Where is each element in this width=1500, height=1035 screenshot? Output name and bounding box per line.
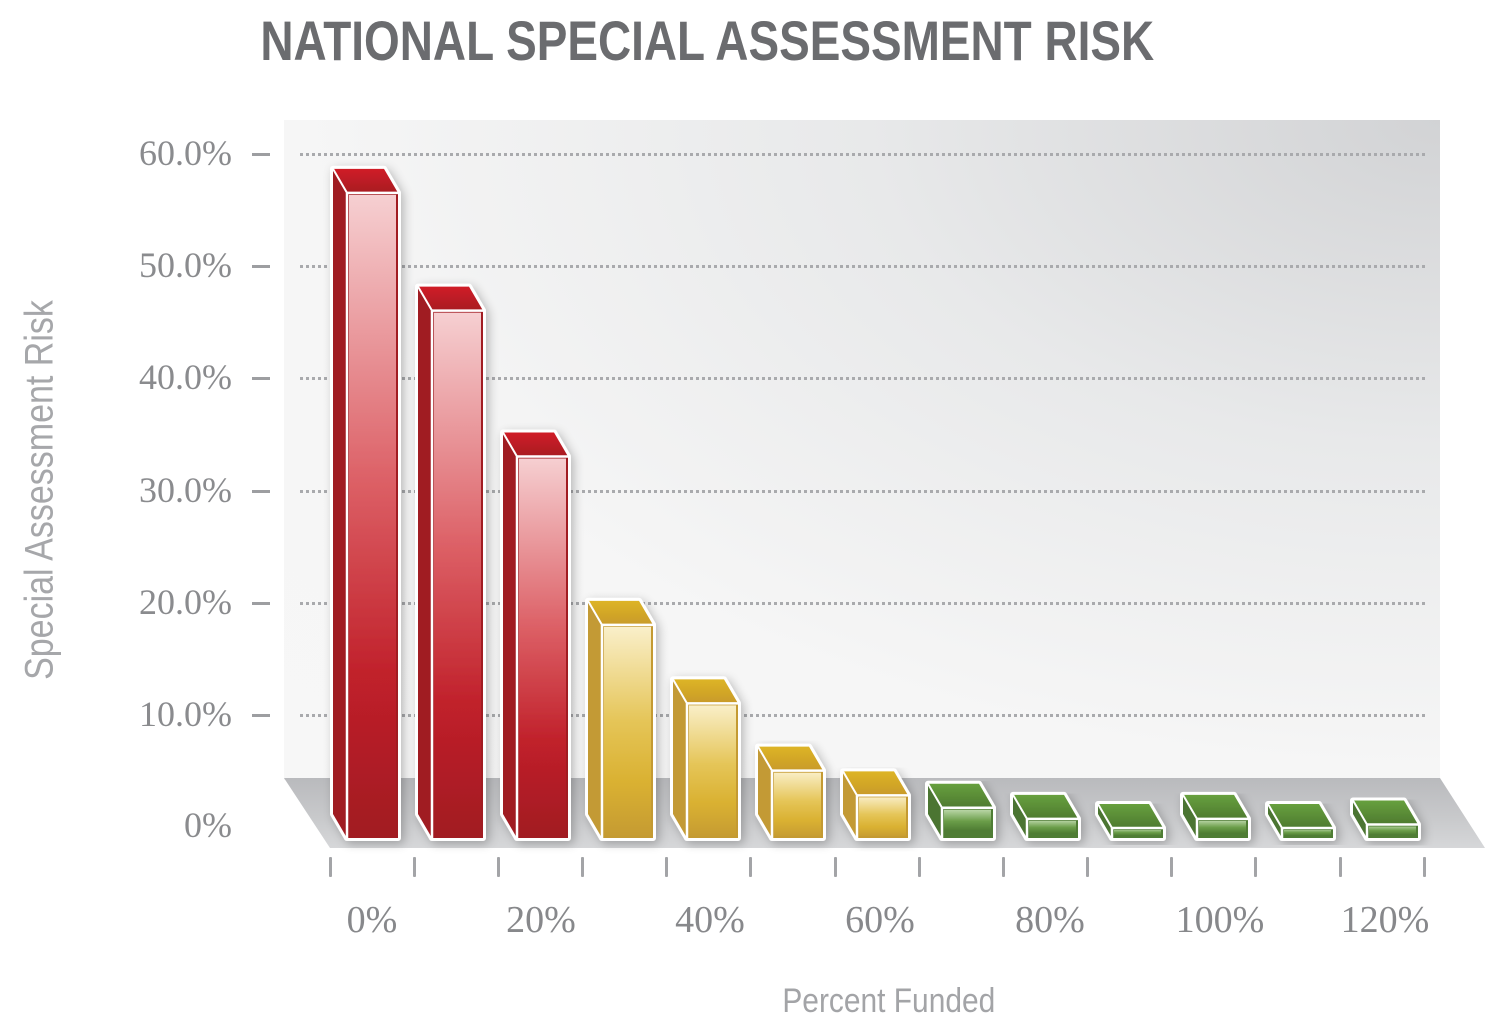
bar-60-70% (840, 768, 911, 841)
bar-70-80% (925, 780, 996, 841)
gridline-40 (300, 377, 1425, 380)
gridline-10 (300, 714, 1425, 717)
y-tick-label: 50.0% (139, 245, 232, 285)
x-tick-mark (665, 857, 668, 877)
gridline-60 (300, 153, 1425, 156)
bar-20-30% (500, 429, 571, 841)
x-tick-label: 40% (675, 899, 745, 941)
bar-80-90% (1010, 791, 1081, 841)
x-tick-mark (497, 857, 500, 877)
gridline-50 (300, 265, 1425, 268)
x-tick-mark (329, 857, 332, 877)
y-tick-label: 10.0% (139, 694, 232, 734)
x-axis-title: Percent Funded (782, 982, 996, 1020)
x-tick-label: 80% (1015, 899, 1085, 941)
x-tick-mark (1086, 857, 1089, 877)
y-tick-mark (252, 714, 270, 717)
y-tick-mark (252, 377, 270, 380)
chart-title: NATIONAL SPECIAL ASSESSMENT RISK (260, 9, 1155, 72)
x-tick-mark (1170, 857, 1173, 877)
x-tick-mark (413, 857, 416, 877)
x-tick-mark (581, 857, 584, 877)
x-tick-mark (918, 857, 921, 877)
bar-40-50% (670, 676, 741, 841)
y-tick-mark (252, 490, 270, 493)
gridline-20 (300, 602, 1425, 605)
bar-0-10% (330, 165, 401, 841)
y-tick-mark (252, 153, 270, 156)
x-tick-label: 60% (845, 899, 915, 941)
x-tick-label: 120% (1340, 899, 1430, 941)
y-tick-label: 60.0% (139, 133, 232, 173)
x-tick-mark (1254, 857, 1257, 877)
gridline-30 (300, 490, 1425, 493)
x-tick-mark (1002, 857, 1005, 877)
y-tick-label: 40.0% (139, 357, 232, 397)
y-tick-label: 20.0% (139, 582, 232, 622)
x-tick-mark (749, 857, 752, 877)
bar-110-120% (1265, 801, 1336, 841)
bar-50-60% (755, 743, 826, 841)
x-tick-label: 20% (506, 899, 576, 941)
x-tick-label: 0% (346, 899, 398, 941)
bar-100-110% (1180, 791, 1251, 841)
x-tick-mark (1423, 857, 1426, 877)
bar-120%+ (1350, 797, 1421, 841)
bar-90-100% (1095, 801, 1166, 841)
y-tick-label: 0% (184, 805, 232, 845)
y-tick-mark (252, 602, 270, 605)
y-tick-label: 30.0% (139, 470, 232, 510)
x-tick-mark (1339, 857, 1342, 877)
y-tick-mark (252, 265, 270, 268)
x-tick-mark (834, 857, 837, 877)
bar-10-20% (415, 283, 486, 841)
bar-30-40% (585, 597, 656, 841)
x-tick-label: 100% (1175, 899, 1265, 941)
